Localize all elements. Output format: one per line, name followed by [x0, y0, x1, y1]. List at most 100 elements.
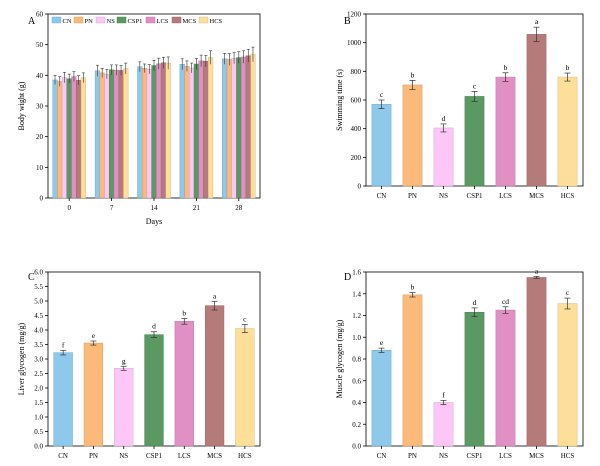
- y-tick-label: 2.0: [34, 385, 43, 393]
- y-tick-label: 3.5: [34, 341, 43, 349]
- y-tick-label: 5.5: [34, 283, 43, 291]
- y-tick-label: 800: [351, 68, 362, 76]
- bar-csp1: [144, 334, 164, 447]
- y-tick-label: 1.5: [34, 399, 43, 407]
- panel-letter: A: [28, 16, 36, 27]
- bar-hcs: [557, 303, 578, 447]
- legend-label-cn: CN: [63, 18, 72, 25]
- bar-csp1-day-28: [236, 57, 242, 199]
- y-tick-label: 20: [36, 133, 44, 141]
- x-tick-label: CSP1: [467, 192, 483, 200]
- bar-pn: [83, 342, 104, 447]
- bar-mcs: [526, 277, 547, 447]
- legend-swatch-cn: [51, 16, 62, 24]
- y-tick-label: 1000: [347, 39, 362, 47]
- y-tick-label: 10: [36, 164, 44, 172]
- bar-mcs: [526, 34, 547, 187]
- x-tick-label: PN: [89, 452, 98, 460]
- bar-pn: [402, 84, 423, 187]
- bar-mcs-day-21: [203, 61, 209, 199]
- x-tick-label: NS: [439, 452, 448, 460]
- significance-letter: b: [411, 283, 415, 292]
- panel-letter: D: [344, 272, 351, 283]
- significance-letter: a: [535, 266, 539, 275]
- y-tick-label: 0.6: [352, 377, 361, 385]
- x-tick-label: CSP1: [146, 452, 162, 460]
- bar-hcs-day-7: [123, 68, 129, 199]
- significance-letter: d: [152, 322, 156, 331]
- x-tick-label: 0: [67, 204, 71, 212]
- x-tick-label: LCS: [499, 192, 512, 200]
- y-tick-label: 40: [36, 72, 44, 80]
- y-axis-title: Muscle glycogen (mg/g): [335, 319, 344, 398]
- x-tick-label: MCS: [207, 452, 222, 460]
- bar-mcs: [204, 305, 225, 447]
- x-tick-label: HCS: [561, 452, 575, 460]
- y-tick-label: 1.2: [352, 312, 361, 320]
- y-tick-label: 0.2: [352, 421, 361, 429]
- significance-letter: e: [92, 331, 96, 340]
- bar-csp1: [464, 311, 485, 447]
- bar-csp1-day-21: [193, 63, 199, 199]
- significance-letter: d: [473, 298, 477, 307]
- bar-cn: [371, 350, 392, 447]
- y-tick-label: 1.0: [34, 414, 43, 422]
- bar-hcs-day-21: [208, 57, 214, 199]
- y-tick-label: 0.8: [352, 356, 361, 364]
- bar-ns: [433, 402, 454, 447]
- panel-letter: C: [28, 272, 35, 283]
- significance-letter: a: [213, 291, 217, 300]
- bar-lcs: [495, 76, 516, 187]
- legend-label-lcs: LCS: [157, 18, 169, 25]
- legend-swatch-pn: [73, 16, 84, 24]
- bar-lcs-day-0: [71, 76, 77, 199]
- bar-csp1-day-7: [109, 69, 115, 199]
- x-tick-label: 28: [235, 204, 243, 212]
- significance-letter: c: [566, 288, 570, 297]
- x-tick-label: NS: [439, 192, 448, 200]
- legend-label-csp1: CSP1: [128, 18, 143, 25]
- x-tick-label: CSP1: [467, 452, 483, 460]
- significance-letter: b: [566, 63, 570, 72]
- x-tick-label: 14: [151, 204, 159, 212]
- bar-csp1-day-0: [66, 78, 72, 199]
- y-tick-label: 0.4: [352, 399, 361, 407]
- y-tick-label: 50: [36, 41, 44, 49]
- legend-label-mcs: MCS: [183, 18, 197, 25]
- significance-letter: c: [473, 81, 477, 90]
- legend-swatch-ns: [95, 16, 106, 24]
- y-tick-label: 0: [358, 183, 362, 191]
- panel-b-swimming-time-chart: 0 200 400 600 800 1000 1200 Swimming time (s) Bc…: [335, 11, 584, 200]
- panel-letter: B: [344, 16, 351, 27]
- bar-ns-day-7: [104, 73, 110, 199]
- bar-pn-day-28: [226, 59, 232, 199]
- significance-letter: g: [122, 356, 126, 365]
- y-tick-label: 1.0: [352, 334, 361, 342]
- bar-ns-day-28: [231, 57, 237, 199]
- x-tick-label: LCS: [499, 452, 512, 460]
- significance-letter: d: [442, 114, 446, 123]
- bar-mcs-day-7: [118, 70, 124, 199]
- y-tick-label: 4.5: [34, 312, 43, 320]
- bar-ns-day-0: [61, 77, 68, 199]
- x-tick-label: MCS: [529, 452, 544, 460]
- bar-mcs-day-28: [245, 55, 251, 199]
- bar-ns-day-21: [189, 67, 195, 199]
- bar-hcs-day-0: [80, 77, 86, 199]
- bar-pn-day-7: [99, 72, 105, 199]
- bar-lcs: [174, 321, 194, 447]
- bar-hcs: [235, 328, 255, 447]
- y-tick-label: 1200: [347, 11, 362, 19]
- legend-label-hcs: HCS: [210, 18, 223, 25]
- legend-label-pn: PN: [85, 18, 94, 25]
- panel-c-liver-glycogen-chart: 0.0 0.5 1.0 1.5 2.0 2.5 3.0 3.5 4.0 4.5 5.0 5.5 6.0 L…: [17, 269, 261, 460]
- panel-d-muscle-glycogen-chart: 0.0 0.2 0.4 0.6 0.8 1.0 1.2 1.4 1.6 Muscle glycog…: [335, 266, 584, 460]
- legend-swatch-lcs: [145, 16, 156, 24]
- y-tick-label: 200: [351, 154, 362, 162]
- y-tick-label: 0.5: [34, 428, 43, 436]
- y-tick-label: 5.0: [34, 298, 43, 306]
- bar-lcs: [495, 309, 516, 447]
- bar-cn: [53, 352, 73, 447]
- significance-letter: c: [380, 90, 384, 99]
- legend: CN PN NS CSP1 LCS MCS HCS: [51, 16, 223, 25]
